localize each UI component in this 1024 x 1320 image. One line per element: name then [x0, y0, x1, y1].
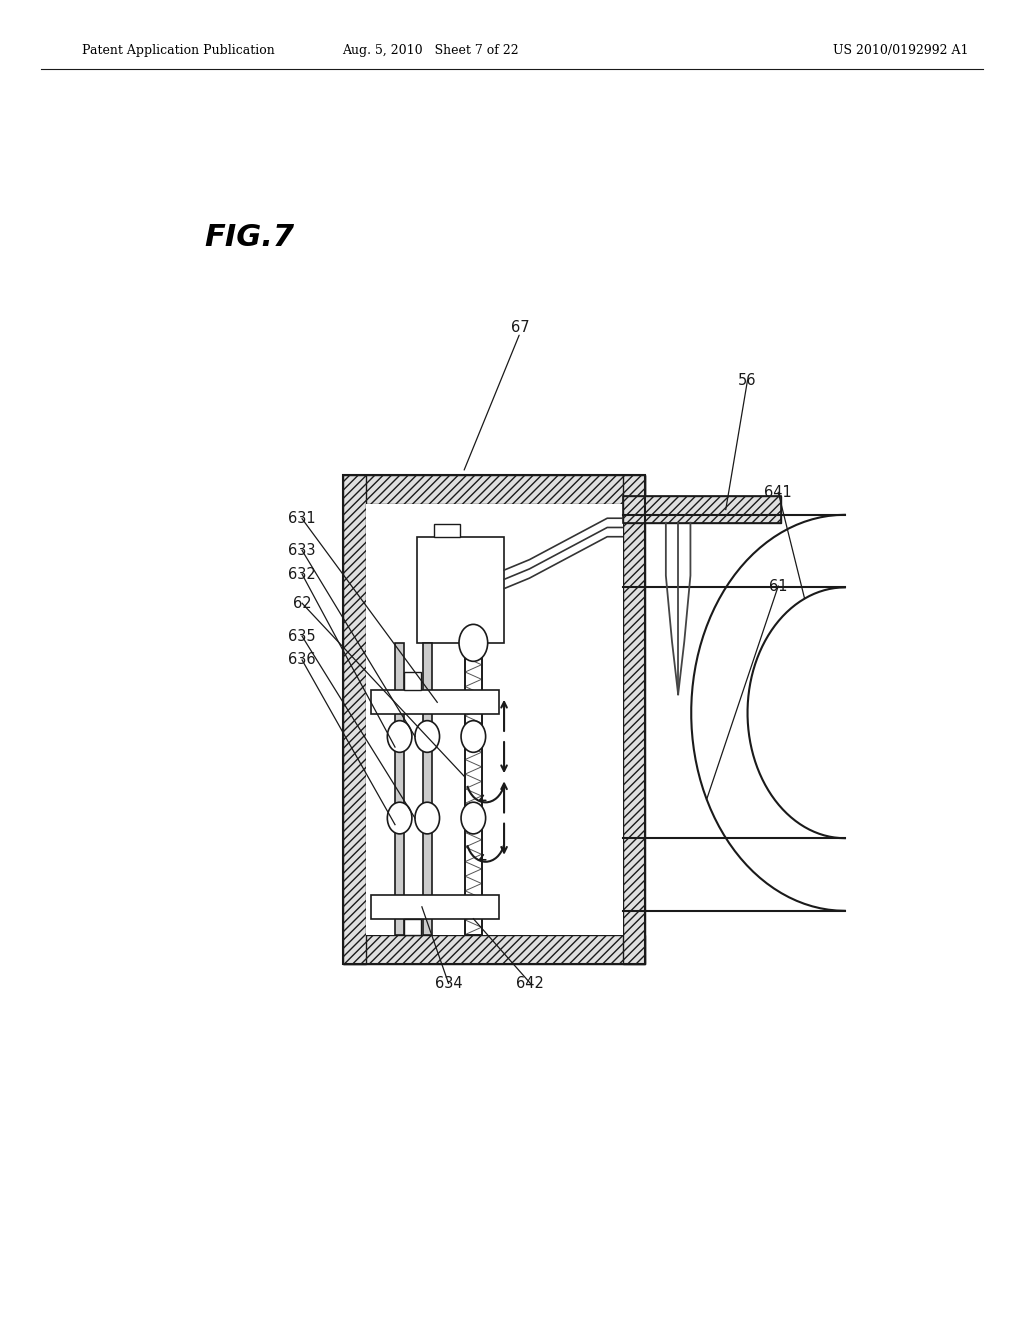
Circle shape [387, 803, 412, 834]
Bar [343, 475, 366, 964]
Bar [343, 475, 645, 504]
Bar [623, 496, 781, 523]
Bar [434, 524, 461, 537]
Text: 56: 56 [738, 372, 757, 388]
Circle shape [459, 624, 487, 661]
Text: 634: 634 [435, 975, 462, 991]
Bar [623, 475, 645, 964]
Text: 61: 61 [769, 578, 787, 594]
Bar [343, 935, 645, 964]
Circle shape [415, 803, 439, 834]
Bar [423, 643, 432, 935]
Circle shape [415, 721, 439, 752]
Bar [371, 690, 499, 714]
Bar [417, 537, 504, 643]
Bar [404, 672, 421, 690]
Text: Patent Application Publication: Patent Application Publication [82, 44, 274, 57]
Text: 633: 633 [289, 543, 315, 558]
Bar [465, 643, 481, 935]
Text: 62: 62 [293, 595, 311, 611]
Circle shape [461, 721, 485, 752]
Text: 631: 631 [289, 511, 315, 527]
Text: US 2010/0192992 A1: US 2010/0192992 A1 [834, 44, 969, 57]
Bar [465, 643, 481, 935]
Text: FIG.7: FIG.7 [205, 223, 295, 252]
Bar [343, 475, 645, 964]
Bar [623, 496, 781, 523]
Bar [404, 919, 421, 935]
Bar [395, 643, 404, 935]
Text: Aug. 5, 2010   Sheet 7 of 22: Aug. 5, 2010 Sheet 7 of 22 [342, 44, 518, 57]
Text: 636: 636 [289, 652, 315, 668]
Text: 642: 642 [516, 975, 545, 991]
Bar [371, 895, 499, 919]
Text: 641: 641 [764, 484, 793, 500]
Circle shape [461, 803, 485, 834]
Circle shape [387, 721, 412, 752]
Text: 632: 632 [288, 566, 316, 582]
Bar [366, 504, 623, 935]
Text: 635: 635 [289, 628, 315, 644]
Text: 67: 67 [511, 319, 529, 335]
